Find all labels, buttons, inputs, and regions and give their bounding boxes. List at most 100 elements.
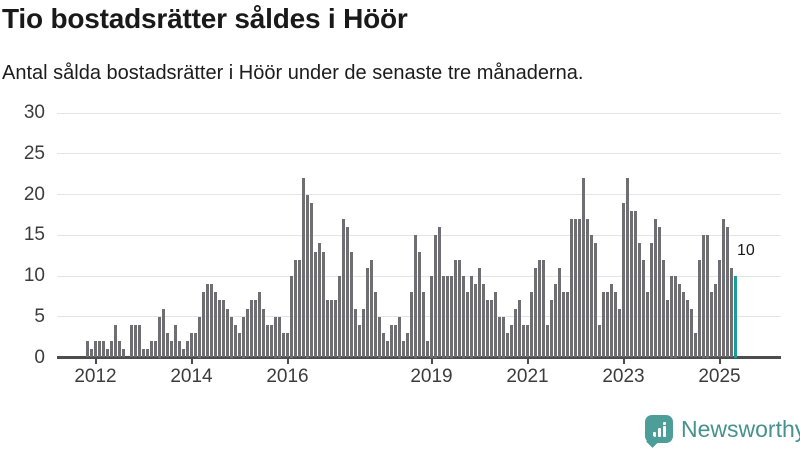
bar — [250, 300, 253, 358]
gridline — [57, 194, 781, 195]
bar — [230, 316, 233, 358]
bar — [162, 308, 165, 358]
bar — [534, 267, 537, 358]
bar — [410, 292, 413, 358]
y-axis-tick-label: 20 — [23, 183, 45, 205]
bar — [210, 284, 213, 358]
bar — [590, 235, 593, 358]
bar — [258, 292, 261, 358]
bar — [450, 276, 453, 358]
bar — [486, 300, 489, 358]
bar — [262, 308, 265, 358]
bar — [518, 300, 521, 358]
gridline — [57, 112, 781, 114]
y-axis-tick-label: 25 — [23, 142, 45, 164]
bar — [222, 300, 225, 358]
logo-glyphs — [652, 422, 666, 437]
bar — [530, 292, 533, 358]
bar — [678, 284, 681, 358]
bar — [686, 300, 689, 358]
x-axis-tick-label: 2016 — [266, 365, 309, 387]
y-axis-tick-label: 15 — [23, 224, 45, 246]
bar — [570, 218, 573, 358]
bar — [562, 292, 565, 358]
x-axis-tick — [526, 358, 529, 364]
bar — [378, 316, 381, 358]
bar — [690, 308, 693, 358]
bar — [218, 300, 221, 358]
bar — [674, 276, 677, 358]
bar — [350, 251, 353, 358]
bar — [502, 316, 505, 358]
bar — [290, 276, 293, 358]
bar — [470, 276, 473, 358]
bar — [238, 333, 241, 358]
bar — [726, 227, 729, 358]
bar — [138, 324, 141, 358]
bar — [478, 267, 481, 358]
bar — [190, 333, 193, 358]
bar — [454, 259, 457, 358]
bar — [274, 316, 277, 358]
bar — [694, 333, 697, 358]
newsworthy-wordmark: Newsworthy — [681, 415, 800, 442]
bar — [462, 276, 465, 358]
bar — [670, 276, 673, 358]
bar — [246, 308, 249, 358]
bar — [610, 284, 613, 358]
bar — [482, 284, 485, 358]
bar — [554, 284, 557, 358]
bar — [322, 251, 325, 358]
bar — [306, 194, 309, 358]
bar — [330, 300, 333, 358]
bar — [282, 333, 285, 358]
bar — [662, 259, 665, 358]
bar — [342, 218, 345, 358]
bar — [566, 292, 569, 358]
bar — [654, 218, 657, 358]
bar — [434, 235, 437, 358]
x-axis-tick — [94, 358, 97, 364]
bar — [414, 235, 417, 358]
bar — [146, 349, 149, 358]
bar — [338, 276, 341, 358]
bar — [170, 341, 173, 358]
y-axis-tick-label: 30 — [23, 102, 45, 123]
bar — [382, 333, 385, 358]
x-axis-tick-label: 2021 — [506, 365, 549, 387]
bar — [722, 218, 725, 358]
bar — [298, 259, 301, 358]
bar-chart-speech-bubble-icon — [645, 415, 673, 448]
bar — [614, 292, 617, 358]
bar — [346, 227, 349, 358]
x-axis-tick-label: 2023 — [602, 365, 645, 387]
bar — [506, 333, 509, 358]
bar — [426, 341, 429, 358]
bar — [394, 324, 397, 358]
bar — [182, 349, 185, 358]
bar — [334, 300, 337, 358]
bar — [318, 243, 321, 358]
bar — [178, 341, 181, 358]
x-axis-tick — [286, 358, 289, 364]
x-axis-tick-label: 2019 — [410, 365, 453, 387]
bar — [650, 243, 653, 358]
bar — [634, 210, 637, 358]
bar — [710, 292, 713, 358]
bar — [254, 300, 257, 358]
bar — [362, 308, 365, 358]
bar — [402, 341, 405, 358]
bar — [294, 259, 297, 358]
bar — [598, 324, 601, 358]
bar — [302, 178, 305, 358]
bar — [90, 349, 93, 358]
bar — [558, 267, 561, 358]
bar — [642, 259, 645, 358]
bar — [326, 300, 329, 358]
bar — [202, 292, 205, 358]
y-axis-tick-label: 10 — [23, 265, 45, 286]
bar — [422, 292, 425, 358]
logo-exclamation — [662, 422, 666, 437]
bar — [406, 333, 409, 358]
x-axis-tick — [622, 358, 625, 364]
